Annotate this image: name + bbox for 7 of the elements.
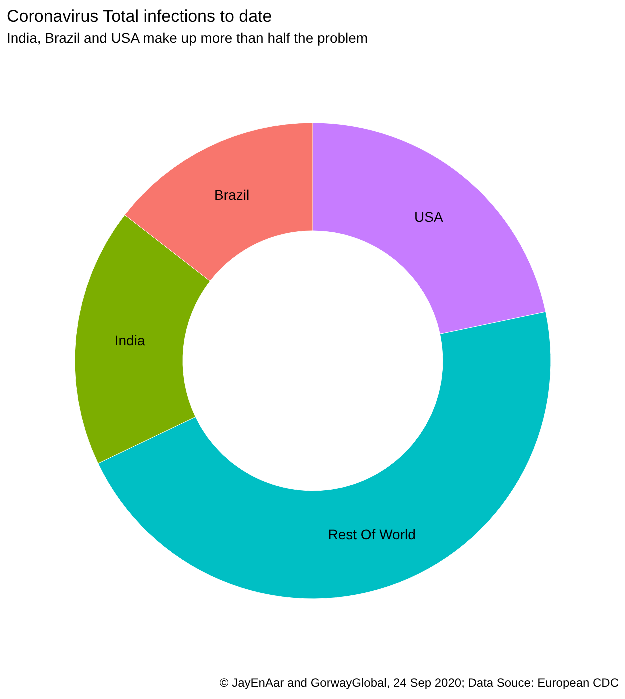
slice-label: USA xyxy=(414,209,444,226)
chart-title: Coronavirus Total infections to date xyxy=(7,7,272,26)
chart-subtitle: India, Brazil and USA make up more than half the problem xyxy=(7,30,368,46)
slice-label: Rest Of World xyxy=(328,526,416,542)
text: © JayEnAar and GorwayGlobal, 24 Sep 2020; Data Souce: European CDC xyxy=(218,676,619,690)
slice-label: Brazil xyxy=(214,186,250,203)
slice-label: India xyxy=(114,332,146,348)
